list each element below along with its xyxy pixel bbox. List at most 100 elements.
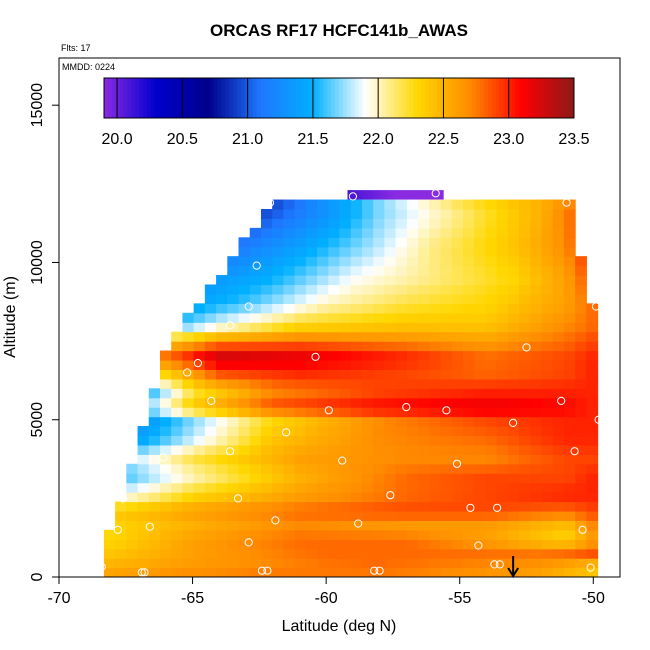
- heatmap-cell: [249, 312, 262, 323]
- heatmap-cell: [541, 397, 554, 408]
- heatmap-cell: [339, 312, 352, 323]
- heatmap-cell: [193, 359, 206, 370]
- heatmap-cell: [563, 227, 576, 238]
- heatmap-cell: [171, 341, 184, 352]
- heatmap-cell: [350, 558, 363, 569]
- heatmap-cell: [575, 284, 587, 295]
- colorbar-swatch: [248, 78, 254, 118]
- heatmap-cell: [317, 510, 329, 521]
- heatmap-cell: [159, 463, 172, 474]
- heatmap-cell: [462, 529, 475, 540]
- heatmap-cell: [350, 331, 363, 342]
- heatmap-cell: [530, 407, 543, 418]
- sample-point: [431, 189, 440, 198]
- heatmap-cell: [519, 444, 531, 455]
- heatmap-cell: [418, 454, 430, 465]
- heatmap-cell: [586, 331, 599, 342]
- sample-point: [140, 568, 149, 577]
- heatmap-cell: [171, 397, 184, 408]
- y-tick-label: 5000: [29, 402, 46, 438]
- colorbar-tick-label: 20.5: [167, 131, 198, 148]
- heatmap-cell: [563, 265, 576, 276]
- heatmap-cell: [350, 492, 363, 503]
- heatmap-cell: [429, 548, 442, 559]
- heatmap-cell: [541, 312, 554, 323]
- heatmap-cell: [485, 463, 498, 474]
- heatmap-cell: [541, 558, 554, 569]
- heatmap-cell: [418, 529, 430, 540]
- heatmap-cell: [260, 218, 273, 229]
- heatmap-cell: [451, 454, 464, 465]
- heatmap-cell: [384, 359, 397, 370]
- heatmap-cell: [384, 331, 397, 342]
- heatmap-cell: [373, 473, 385, 484]
- colorbar-swatch: [311, 78, 316, 118]
- heatmap-cell: [305, 454, 318, 465]
- heatmap-cell: [361, 501, 374, 512]
- heatmap-cell: [395, 539, 408, 550]
- heatmap-cell: [575, 492, 587, 503]
- heatmap-cell: [563, 426, 576, 437]
- heatmap-cell: [283, 454, 296, 465]
- heatmap-cell: [395, 322, 408, 333]
- colorbar-swatch: [190, 78, 195, 118]
- heatmap-cell: [272, 312, 284, 323]
- heatmap-cell: [575, 548, 587, 559]
- heatmap-cell: [507, 473, 520, 484]
- heatmap-cell: [440, 426, 453, 437]
- heatmap-cell: [575, 378, 587, 389]
- heatmap-cell: [552, 492, 565, 503]
- heatmap-cell: [328, 341, 341, 352]
- heatmap-cell: [440, 350, 453, 361]
- heatmap-cell: [216, 322, 228, 333]
- heatmap-cell: [227, 454, 240, 465]
- heatmap-cell: [474, 454, 486, 465]
- heatmap-cell: [395, 520, 408, 531]
- heatmap-cell: [586, 473, 599, 484]
- heatmap-cell: [429, 246, 442, 257]
- heatmap-cell: [193, 341, 206, 352]
- heatmap-cell: [406, 539, 419, 550]
- heatmap-cell: [283, 275, 296, 286]
- heatmap-cell: [440, 539, 453, 550]
- colorbar-swatch: [386, 78, 391, 118]
- heatmap-cell: [350, 520, 363, 531]
- heatmap-cell: [418, 567, 430, 577]
- heatmap-cell: [193, 369, 206, 380]
- colorbar-swatch: [170, 78, 175, 118]
- heatmap-cell: [507, 312, 520, 323]
- heatmap-cell: [530, 256, 543, 267]
- heatmap-cell: [373, 492, 385, 503]
- heatmap-cell: [305, 331, 318, 342]
- heatmap-cell: [563, 397, 576, 408]
- heatmap-cell: [429, 199, 442, 210]
- heatmap-cell: [530, 454, 543, 465]
- heatmap-cell: [429, 227, 442, 238]
- colorbar-swatch: [542, 78, 548, 118]
- heatmap-cell: [361, 369, 374, 380]
- colorbar: 20.0 20.5 21.0 21.5 22.0 22.5 23.0 23.5: [101, 77, 590, 148]
- heatmap-cell: [586, 388, 599, 399]
- heatmap-cell: [384, 208, 397, 220]
- heatmap-cell: [126, 529, 139, 540]
- heatmap-cell: [530, 426, 543, 437]
- heatmap-cell: [204, 463, 217, 474]
- heatmap-cell: [294, 237, 307, 248]
- heatmap-cell: [182, 520, 195, 531]
- heatmap-cell: [519, 567, 531, 577]
- heatmap-cell: [182, 359, 195, 370]
- heatmap-cell: [361, 558, 374, 569]
- heatmap-cell: [227, 501, 240, 512]
- heatmap-cell: [148, 501, 161, 512]
- heatmap-cell: [238, 331, 251, 342]
- heatmap-cell: [339, 426, 352, 437]
- heatmap-cell: [519, 284, 531, 295]
- heatmap-cell: [384, 539, 397, 550]
- heatmap-cell: [541, 284, 554, 295]
- heatmap-cell: [283, 199, 296, 210]
- heatmap-cell: [395, 444, 408, 455]
- heatmap-cell: [328, 407, 341, 418]
- colorbar-swatch: [225, 78, 230, 118]
- heatmap-cell: [339, 510, 352, 521]
- heatmap-cell: [193, 378, 206, 389]
